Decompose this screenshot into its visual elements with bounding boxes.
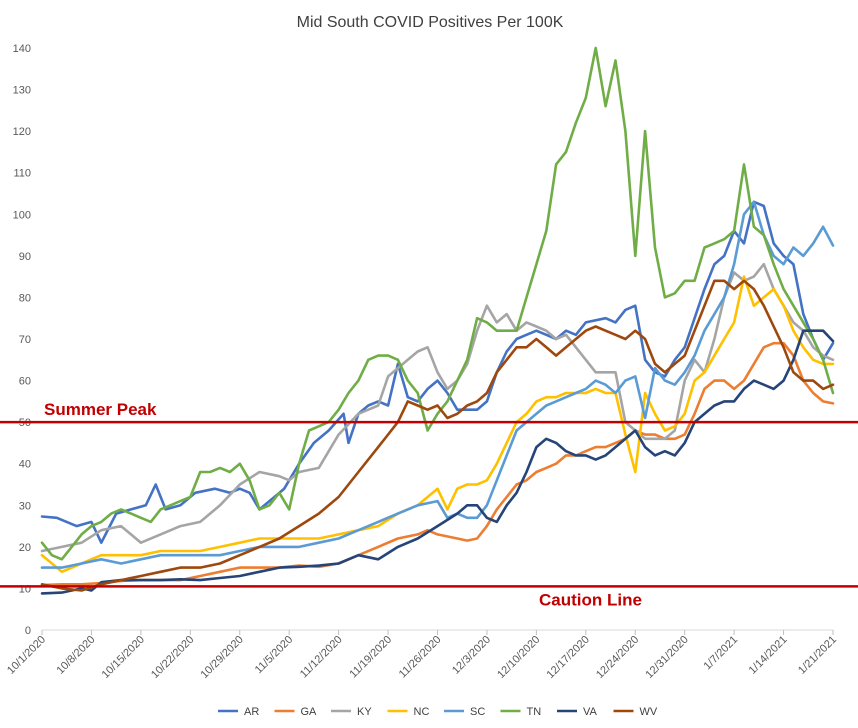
series-line-ga (40, 341, 835, 587)
y-axis: 0102030405060708090100110120130140 (13, 43, 31, 637)
y-tick-label: 120 (13, 126, 31, 138)
legend-label: KY (357, 706, 372, 718)
legend: AR GA KY NC SC TN VA WV (218, 706, 658, 718)
x-tick-label: 1/7/2021 (701, 634, 740, 673)
series-line-tn (40, 46, 835, 561)
series-line-ar (40, 200, 835, 544)
x-tick-label: 12/17/2020 (545, 634, 592, 681)
legend-label: WV (640, 706, 658, 718)
x-tick-label: 11/26/2020 (397, 634, 444, 681)
x-tick-label: 1/21/2021 (796, 634, 839, 677)
y-tick-label: 130 (13, 85, 31, 97)
x-tick-label: 10/8/2020 (54, 634, 97, 677)
y-tick-label: 40 (19, 459, 31, 471)
x-tick-label: 12/24/2020 (594, 634, 641, 681)
x-tick-label: 10/22/2020 (149, 634, 196, 681)
legend-label: TN (527, 706, 542, 718)
x-tick-label: 11/12/2020 (298, 634, 345, 681)
legend-label: NC (414, 706, 430, 718)
x-tick-label: 10/15/2020 (100, 634, 147, 681)
y-tick-label: 60 (19, 376, 31, 388)
reference-line-label: Caution Line (539, 590, 642, 609)
y-tick-label: 0 (25, 625, 31, 637)
x-tick-label: 12/10/2020 (495, 634, 542, 681)
y-tick-label: 140 (13, 43, 31, 55)
legend-label: AR (244, 706, 259, 718)
x-tick-label: 1/14/2021 (747, 634, 790, 677)
x-tick-label: 12/31/2020 (643, 634, 690, 681)
x-tick-label: 12/3/2020 (450, 634, 493, 677)
series-line-va (40, 329, 835, 595)
series-layer (40, 46, 835, 595)
y-tick-label: 20 (19, 542, 31, 554)
y-tick-label: 70 (19, 334, 31, 346)
x-tick-label: 11/5/2020 (253, 634, 296, 677)
legend-label: SC (470, 706, 485, 718)
x-tick-label: 10/1/2020 (5, 634, 48, 677)
y-tick-label: 30 (19, 500, 31, 512)
y-tick-label: 100 (13, 209, 31, 221)
y-tick-label: 110 (13, 168, 31, 180)
x-tick-label: 10/29/2020 (198, 634, 245, 681)
series-line-sc (40, 200, 835, 569)
reference-line-label: Summer Peak (44, 400, 157, 419)
chart-title: Mid South COVID Positives Per 100K (297, 14, 564, 31)
x-axis: 10/1/2020 10/8/2020 10/15/2020 10/22/2020 10… (5, 629, 839, 681)
y-tick-label: 90 (19, 251, 31, 263)
legend-label: VA (583, 706, 598, 718)
series-line-wv (40, 279, 835, 592)
series-line-nc (40, 275, 835, 574)
legend-label: GA (301, 706, 318, 718)
reference-lines: Summer Peak Caution Line (0, 400, 858, 609)
x-tick-label: 11/19/2020 (347, 634, 394, 681)
y-tick-label: 80 (19, 292, 31, 304)
